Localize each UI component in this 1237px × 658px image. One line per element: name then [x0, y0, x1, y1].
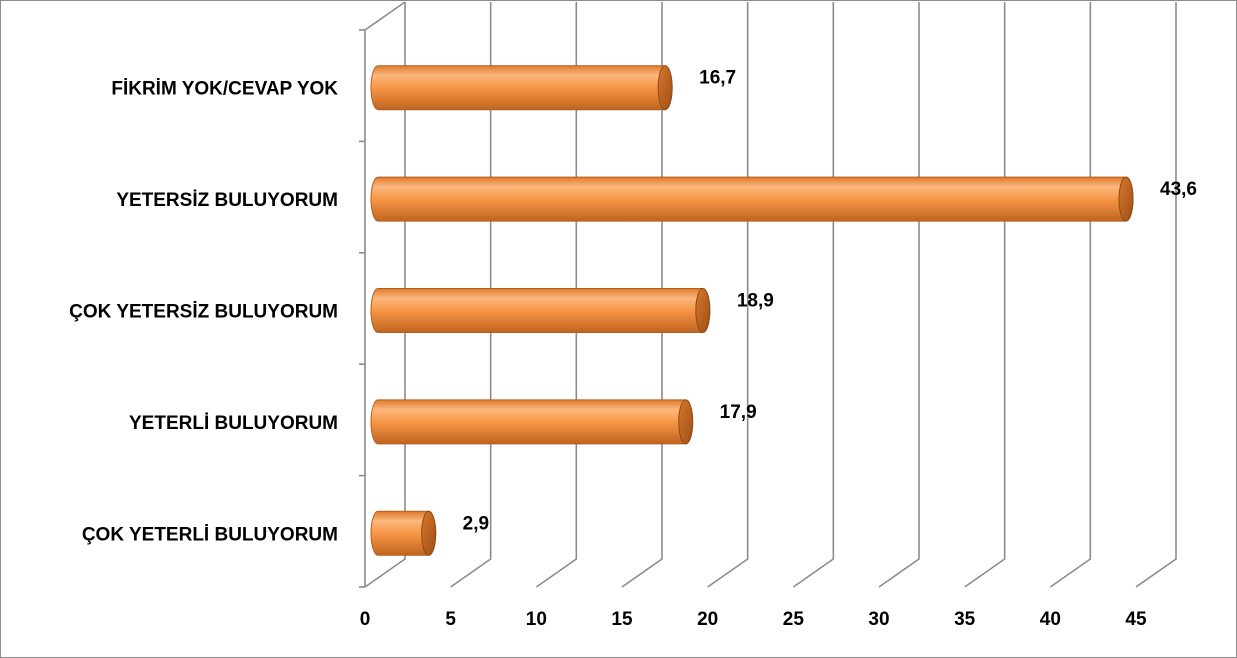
- gridline: [878, 2, 920, 588]
- gridline: [1135, 2, 1177, 588]
- gridline: [792, 2, 835, 588]
- gridline: [1049, 2, 1092, 588]
- data-label: 16,7: [699, 68, 736, 89]
- bar-end-cap: [695, 288, 711, 333]
- category-label: YETERSİZ BULUYORUM: [116, 190, 338, 211]
- bar-end-cap: [421, 510, 437, 556]
- x-tick-label: 10: [526, 609, 547, 630]
- bar: [370, 65, 673, 111]
- bar: [370, 176, 1134, 222]
- category-label: FİKRİM YOK/CEVAP YOK: [111, 79, 338, 100]
- x-tick-label: 15: [611, 609, 633, 630]
- x-tick-label: 30: [868, 609, 889, 630]
- bar-end-cap: [1118, 176, 1134, 222]
- y-axis-depth-line: [364, 1, 406, 31]
- gridline: [964, 2, 1006, 588]
- bar-end-cap: [678, 399, 694, 445]
- x-tick-label: 40: [1040, 609, 1061, 630]
- bar: [370, 288, 711, 333]
- category-label: ÇOK YETERSİZ BULUYORUM: [69, 302, 338, 323]
- data-label: 2,9: [463, 513, 489, 534]
- label-layer: 0 5 10 15 20 25 30 35 40 45 FİKRİM YOK/CEVAP YOK 16…: [69, 68, 1197, 630]
- category-label: YETERLİ BULUYORUM: [129, 413, 338, 434]
- x-tick-label: 5: [445, 609, 456, 630]
- data-label: 17,9: [720, 402, 757, 423]
- bar-end-cap: [657, 65, 673, 111]
- bar-layer: [370, 65, 1134, 556]
- x-tick-label: 45: [1125, 609, 1147, 630]
- data-label: 43,6: [1160, 179, 1197, 200]
- data-label: 18,9: [737, 291, 774, 312]
- x-tick-label: 25: [783, 609, 805, 630]
- x-tick-label: 35: [954, 609, 976, 630]
- category-label: ÇOK YETERLİ BULUYORUM: [82, 524, 338, 545]
- x-tick-label: 20: [697, 609, 718, 630]
- bar: [370, 399, 694, 445]
- x-tick-label: 0: [360, 609, 371, 630]
